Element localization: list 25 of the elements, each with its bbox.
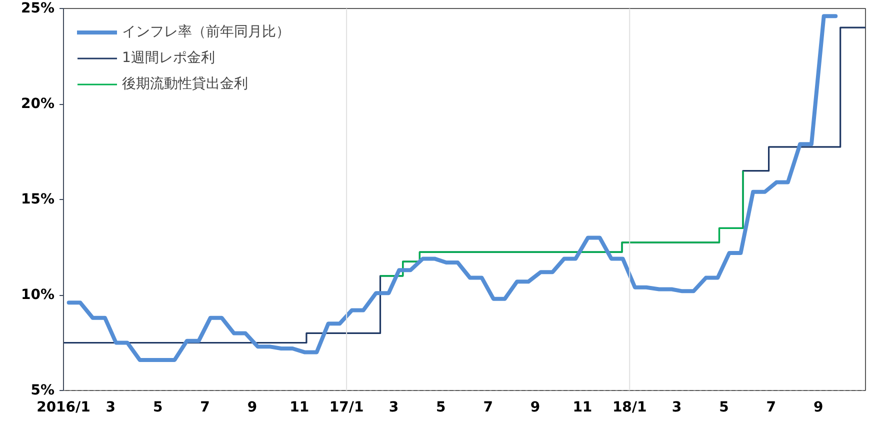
x-tick-label: 5 [152, 400, 163, 416]
x-tick-label: 3 [106, 400, 116, 416]
legend-label: 1週間レポ金利 [122, 49, 215, 67]
legend-label: 後期流動性貸出金利 [122, 75, 248, 93]
x-tick-label: 5 [436, 400, 446, 416]
y-tick-label: 5% [30, 382, 55, 398]
x-tick-label: 9 [530, 400, 540, 416]
x-tick-label: 9 [813, 400, 824, 416]
x-tick-label: 7 [200, 400, 210, 416]
x-tick-label: 18/1 [612, 400, 647, 416]
y-tick-label: 25% [20, 0, 55, 16]
x-tick-label: 2016/1 [36, 400, 90, 416]
x-tick-label: 3 [388, 400, 399, 416]
x-tick-label: 3 [672, 400, 682, 416]
legend-label: インフレ率（前年同月比） [122, 23, 290, 41]
x-tick-label: 7 [766, 400, 776, 416]
x-tick-label: 7 [483, 400, 493, 416]
x-tick-label: 11 [572, 400, 592, 416]
y-tick-label: 20% [20, 96, 55, 112]
y-tick-label: 15% [20, 192, 55, 208]
x-tick-label: 17/1 [329, 400, 364, 416]
x-tick-label: 11 [290, 400, 310, 416]
x-tick-label: 5 [719, 400, 729, 416]
y-tick-label: 10% [20, 287, 55, 303]
x-tick-label: 9 [247, 400, 258, 416]
